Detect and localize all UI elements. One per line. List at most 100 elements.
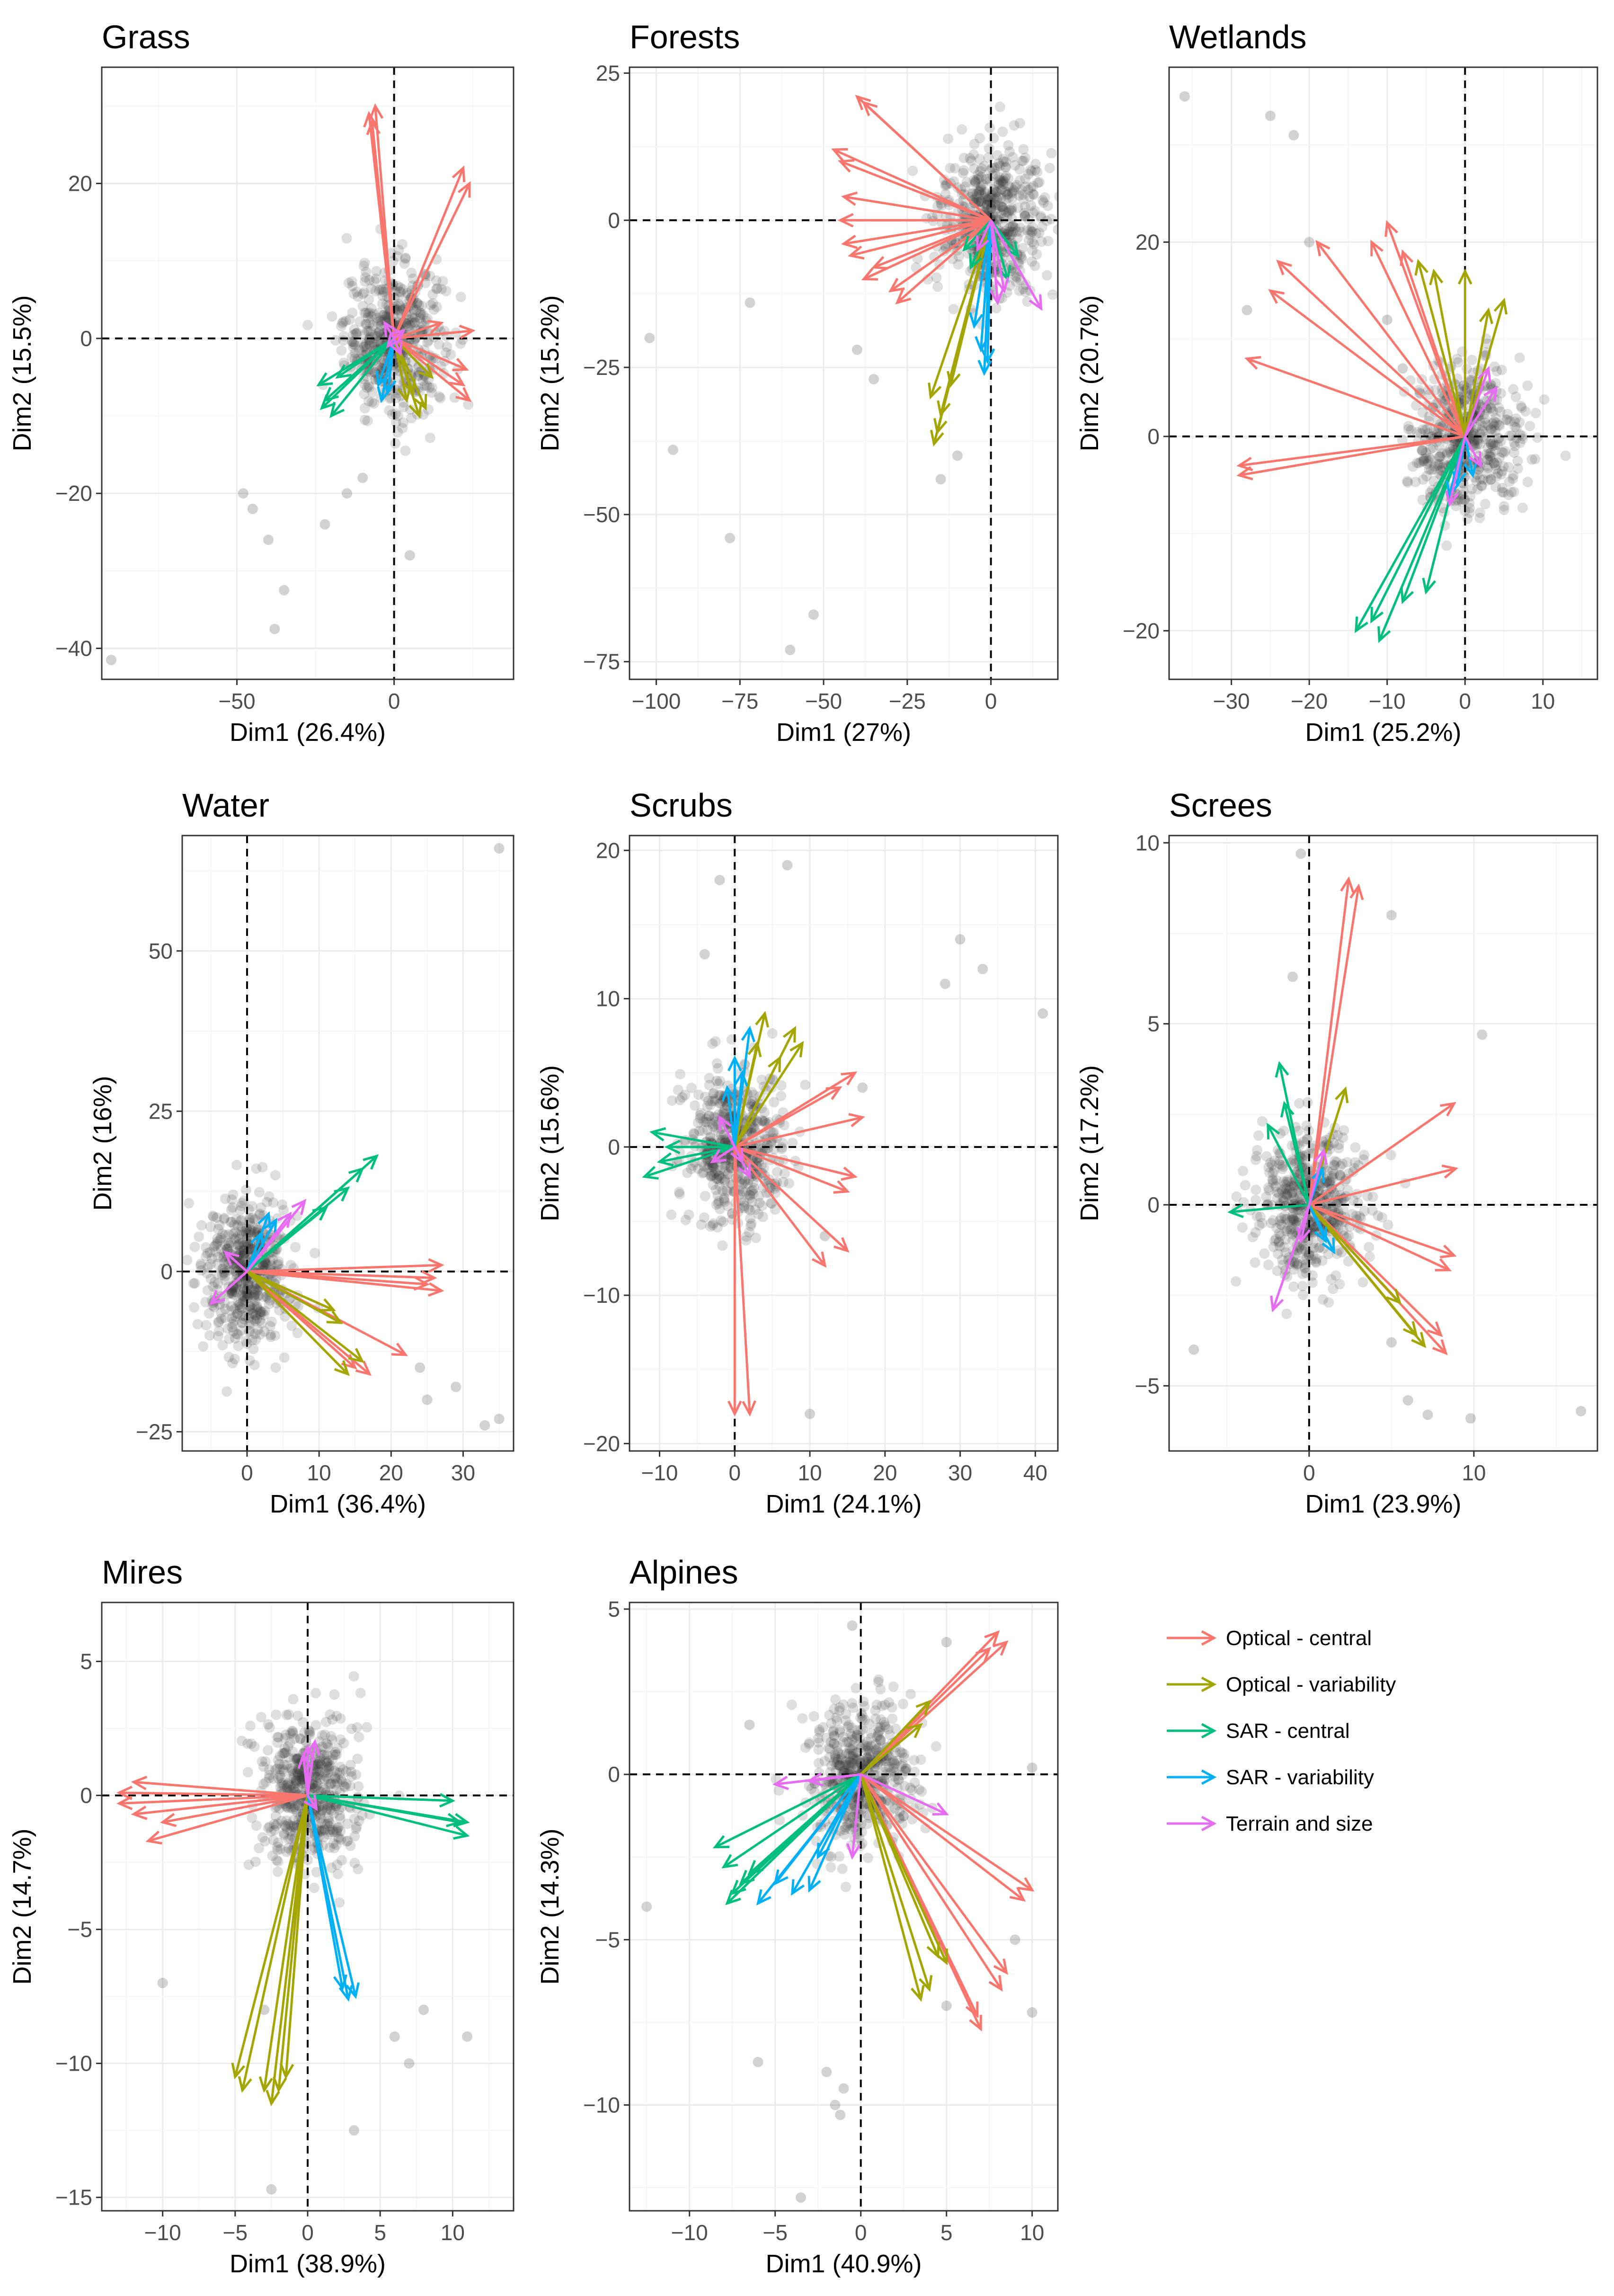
data-point: [1485, 424, 1496, 435]
y-tick-label: 10: [596, 987, 620, 1011]
data-point: [1474, 439, 1485, 450]
loading-arrow: [734, 1146, 850, 1194]
data-point: [826, 1851, 837, 1862]
data-point: [230, 1333, 240, 1344]
data-point: [722, 1168, 733, 1179]
data-point: [1311, 1253, 1322, 1264]
data-point: [212, 1237, 223, 1247]
data-point: [255, 1306, 266, 1317]
data-point: [1434, 451, 1445, 462]
loading-arrow: [861, 100, 992, 222]
data-point: [889, 1759, 900, 1770]
data-point: [1334, 1170, 1345, 1181]
data-point: [311, 1777, 322, 1788]
data-point: [1020, 152, 1031, 163]
data-point: [894, 1813, 905, 1824]
data-point: [348, 288, 359, 299]
data-point: [287, 1763, 298, 1774]
data-point: [357, 301, 368, 311]
data-point: [874, 1725, 885, 1736]
data-point: [288, 1694, 299, 1705]
data-point: [1334, 1279, 1345, 1290]
data-point: [824, 1752, 835, 1762]
data-point: [393, 299, 404, 310]
data-point: [837, 1754, 848, 1765]
data-point: [1027, 1762, 1038, 1773]
data-point: [295, 1775, 306, 1786]
data-point: [283, 1741, 293, 1752]
loading-arrow: [1308, 876, 1355, 1205]
data-point: [819, 1779, 830, 1789]
data-point: [346, 352, 357, 363]
y-tick-label: 50: [149, 939, 173, 963]
data-point: [1257, 1218, 1268, 1228]
data-point: [1020, 173, 1031, 184]
data-point: [1003, 181, 1014, 192]
data-point: [905, 1689, 916, 1700]
data-point: [324, 1762, 335, 1772]
data-point: [232, 1220, 243, 1231]
data-point: [1465, 491, 1476, 502]
data-point: [1002, 189, 1012, 200]
data-point: [843, 1719, 854, 1730]
data-point: [1029, 205, 1040, 216]
data-point: [213, 1224, 224, 1235]
data-point: [413, 361, 424, 372]
data-point: [315, 1773, 326, 1784]
data-point: [279, 1828, 290, 1839]
data-point: [845, 1756, 856, 1767]
data-point: [287, 1726, 298, 1736]
data-point: [1509, 421, 1520, 432]
data-point: [351, 1824, 362, 1834]
data-point: [248, 1314, 259, 1325]
data-point: [976, 171, 987, 182]
data-point: [347, 281, 358, 292]
loading-arrow: [1429, 268, 1466, 437]
data-point: [316, 1825, 327, 1836]
data-point: [1494, 420, 1505, 431]
loading-arrow: [335, 337, 395, 379]
data-point: [407, 311, 417, 322]
data-point: [1329, 1168, 1339, 1179]
data-point: [862, 1736, 873, 1747]
data-point: [824, 1709, 835, 1720]
data-point: [779, 1168, 790, 1179]
data-point: [363, 308, 374, 319]
data-point: [834, 1702, 845, 1713]
data-point: [279, 1748, 290, 1759]
data-point: [706, 1170, 717, 1181]
data-point: [318, 1800, 329, 1811]
data-point: [230, 1287, 241, 1298]
data-point: [1023, 235, 1034, 246]
data-point: [1272, 1193, 1283, 1204]
data-point: [980, 188, 991, 199]
data-point: [281, 1846, 292, 1857]
data-point: [310, 1720, 321, 1731]
data-point: [1480, 434, 1491, 445]
data-point: [1358, 1154, 1369, 1165]
data-point: [346, 276, 357, 287]
data-point: [333, 1833, 344, 1844]
data-point: [271, 1820, 282, 1831]
data-point: [327, 1734, 337, 1745]
data-point: [231, 1160, 242, 1171]
data-point: [1268, 1178, 1278, 1189]
data-point: [667, 445, 678, 455]
data-point: [270, 1330, 281, 1341]
data-point: [1339, 1125, 1349, 1136]
data-point: [939, 174, 949, 185]
data-point: [745, 1098, 755, 1109]
data-point: [220, 1312, 231, 1323]
loading-arrow: [1308, 1204, 1427, 1348]
data-point: [814, 1726, 825, 1737]
data-point: [234, 1246, 245, 1256]
data-point: [826, 1760, 837, 1771]
data-point: [1043, 236, 1054, 247]
loading-arrow: [642, 1146, 736, 1180]
data-point: [291, 1778, 302, 1789]
data-point: [1464, 507, 1475, 518]
y-tick-label: 5: [80, 1649, 92, 1674]
data-point: [344, 314, 355, 325]
data-point: [233, 1297, 244, 1308]
data-point: [1332, 1130, 1343, 1141]
